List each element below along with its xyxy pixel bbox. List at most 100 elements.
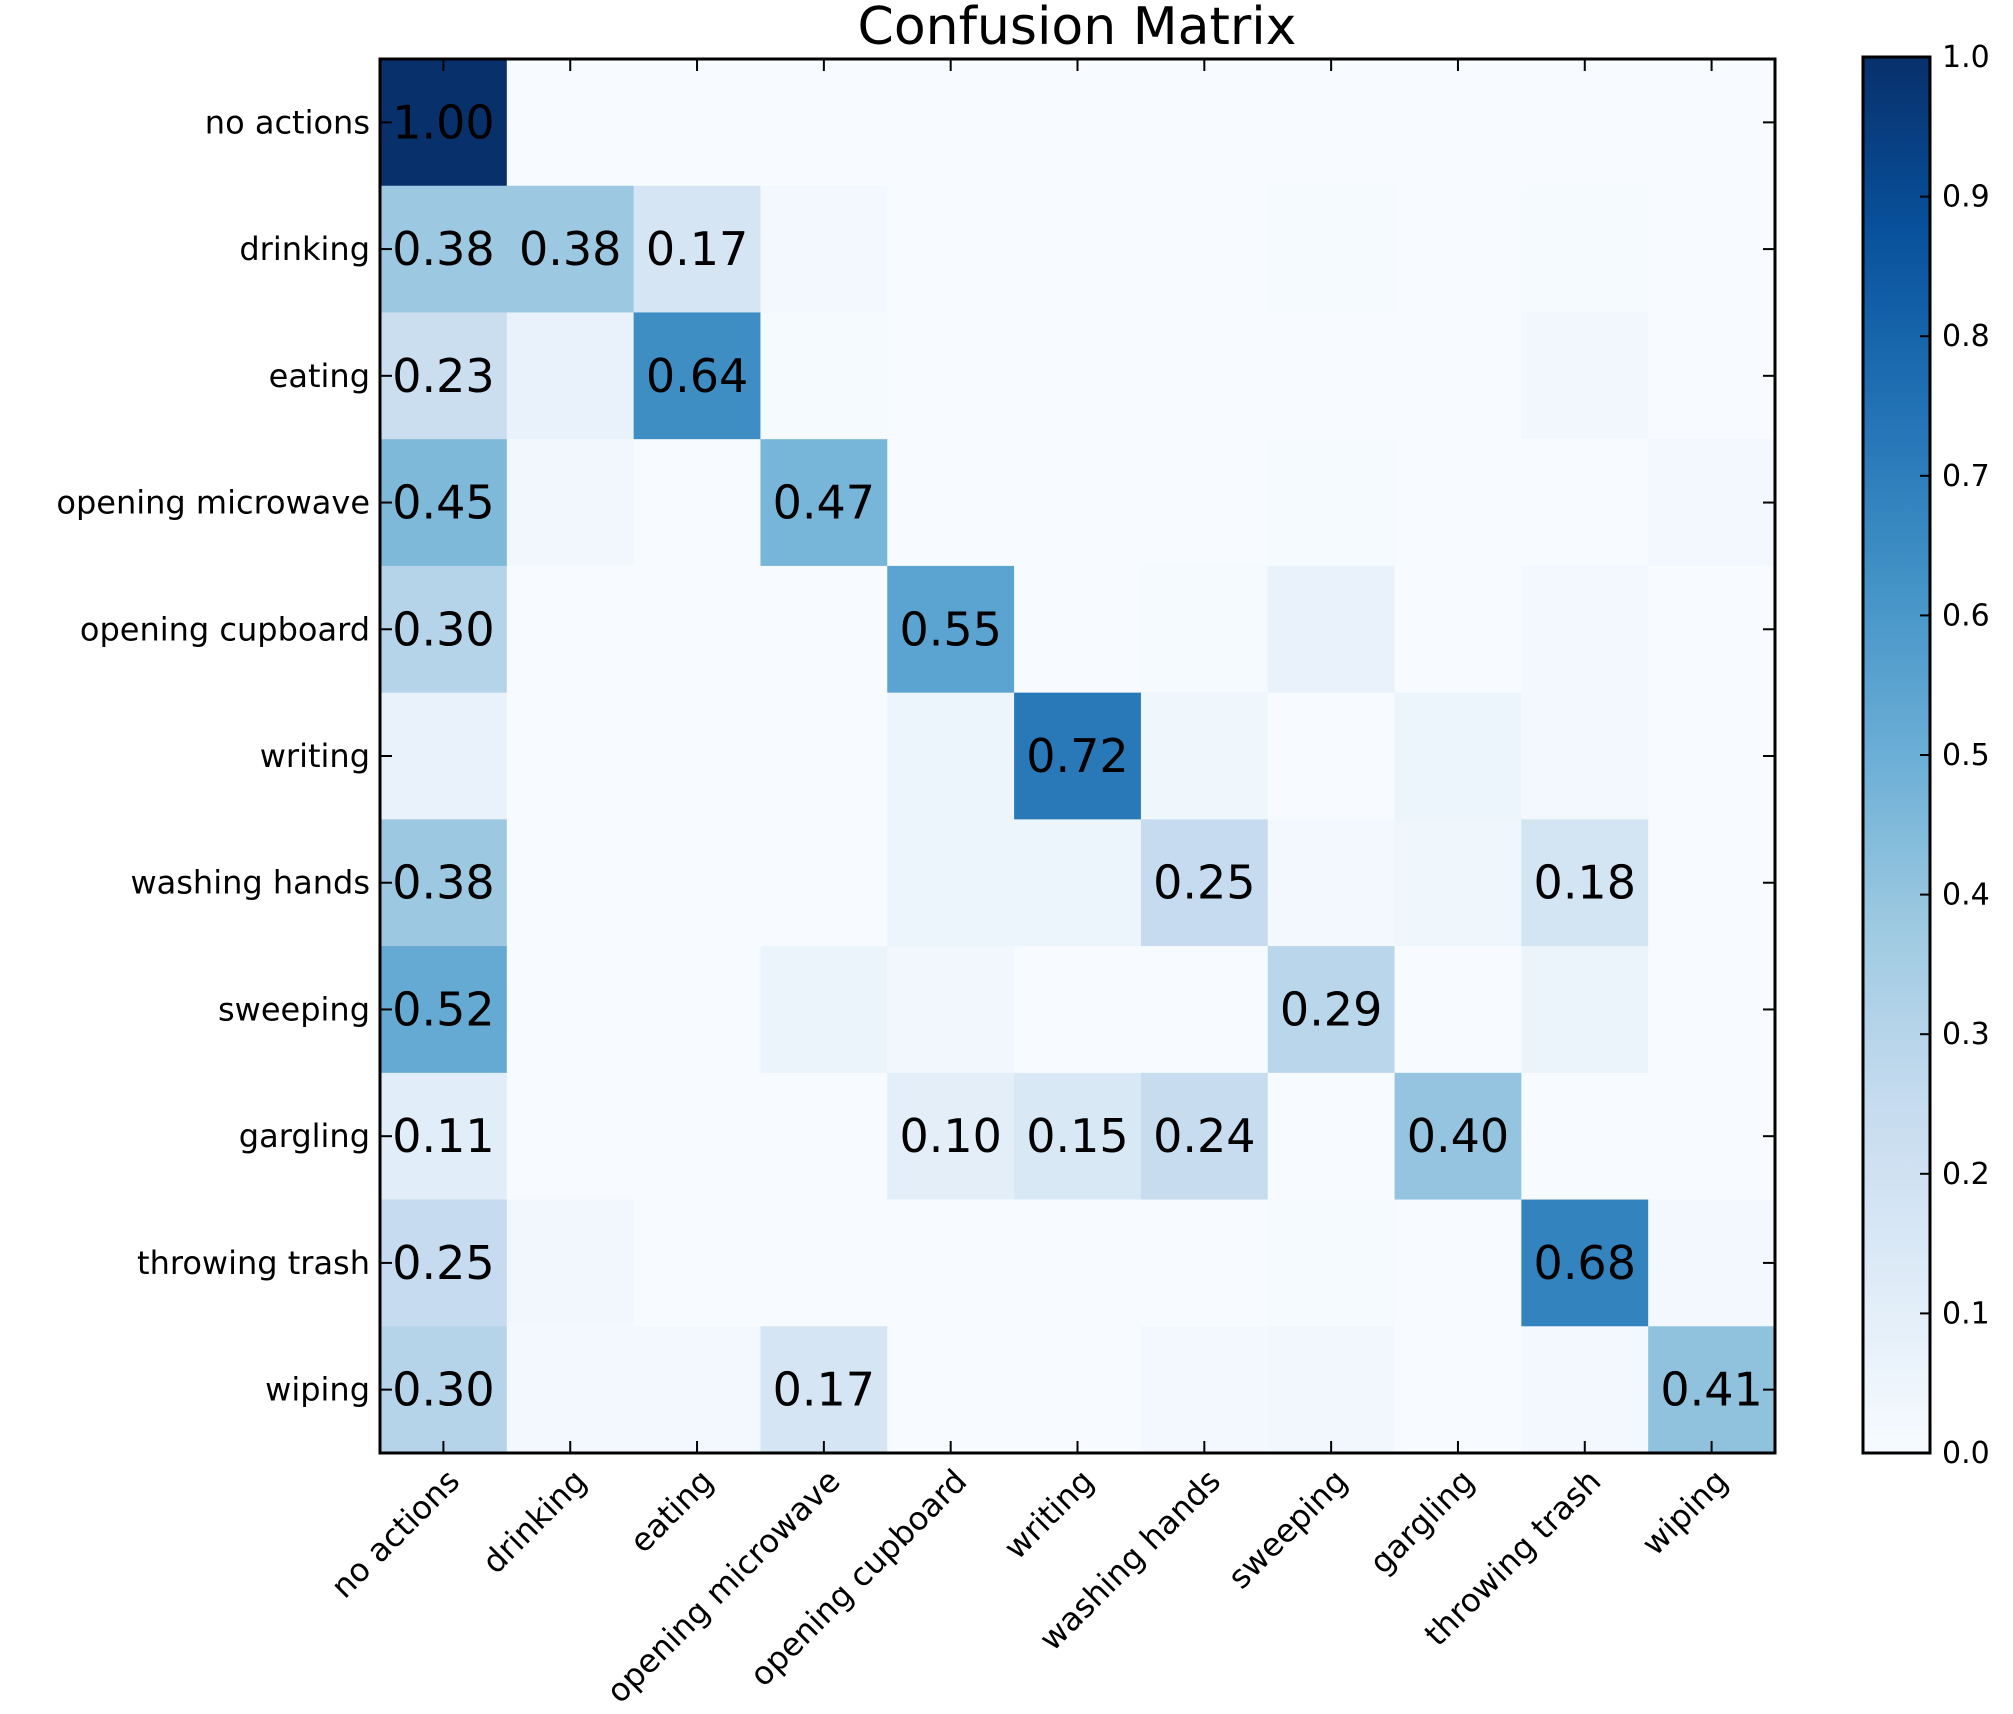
heatmap-cell bbox=[1648, 819, 1776, 947]
heatmap-cells bbox=[380, 59, 1776, 1454]
cell-value-label: 0.41 bbox=[1660, 1363, 1762, 1417]
heatmap-cell bbox=[380, 312, 508, 440]
heatmap-cell bbox=[1648, 1072, 1776, 1201]
colorbar-tick-label: 0.0 bbox=[1942, 1436, 1990, 1471]
cell-value-label: 0.17 bbox=[646, 222, 748, 276]
heatmap-cell bbox=[1140, 59, 1269, 187]
column-label-drinking: drinking bbox=[475, 1462, 594, 1581]
cell-value-label: 0.64 bbox=[646, 349, 748, 403]
heatmap-cell bbox=[380, 946, 508, 1074]
heatmap-cell bbox=[1521, 185, 1649, 314]
heatmap-cell bbox=[1521, 946, 1649, 1074]
heatmap-cell bbox=[380, 59, 508, 187]
heatmap-cell bbox=[887, 1072, 1015, 1201]
cell-value-label: 0.25 bbox=[1153, 856, 1255, 910]
heatmap-cell bbox=[1648, 1326, 1776, 1454]
cell-value-label: 0.47 bbox=[773, 476, 875, 530]
heatmap-cell bbox=[380, 565, 508, 694]
heatmap-cell bbox=[760, 1072, 888, 1201]
axis-ticks bbox=[380, 59, 1775, 1453]
heatmap-cell bbox=[887, 59, 1015, 187]
heatmap-cell bbox=[380, 692, 508, 820]
heatmap-cell bbox=[380, 185, 508, 314]
heatmap-cell bbox=[760, 819, 888, 947]
heatmap-cell bbox=[1140, 312, 1269, 440]
cell-value-label: 0.72 bbox=[1026, 729, 1128, 783]
cell-value-label: 0.68 bbox=[1534, 1236, 1636, 1290]
colorbar-tick-label: 0.5 bbox=[1942, 738, 1990, 773]
heatmap-cell bbox=[760, 692, 888, 820]
heatmap-cell bbox=[506, 185, 635, 314]
heatmap-cell bbox=[1648, 946, 1776, 1074]
heatmap-cell bbox=[1394, 439, 1522, 567]
heatmap-cell bbox=[1267, 819, 1396, 947]
heatmap-cell bbox=[1648, 565, 1776, 694]
heatmap-cell bbox=[1014, 1072, 1142, 1201]
heatmap-cell bbox=[760, 185, 888, 314]
column-label-opening-cupboard: opening cupboard bbox=[742, 1462, 974, 1694]
heatmap-cell bbox=[887, 185, 1015, 314]
heatmap-cell bbox=[633, 59, 762, 187]
heatmap-cell bbox=[380, 439, 508, 567]
row-label-opening-cupboard: opening cupboard bbox=[80, 610, 370, 648]
colorbar-tick-label: 0.6 bbox=[1942, 598, 1990, 633]
heatmap-cell bbox=[1140, 439, 1269, 567]
column-label-wiping: wiping bbox=[1634, 1462, 1735, 1563]
heatmap-cell bbox=[380, 1072, 508, 1201]
heatmap-cell bbox=[633, 439, 762, 567]
heatmap-cell bbox=[887, 692, 1015, 820]
heatmap-cell bbox=[506, 312, 635, 440]
cell-value-label: 0.38 bbox=[392, 222, 494, 276]
heatmap-cell bbox=[1521, 565, 1649, 694]
heatmap-cell bbox=[506, 1072, 635, 1201]
heatmap-cell bbox=[1140, 185, 1269, 314]
heatmap-cell bbox=[1140, 565, 1269, 694]
heatmap-cell bbox=[1394, 59, 1522, 187]
heatmap-cell bbox=[1267, 185, 1396, 314]
heatmap-cell bbox=[1140, 946, 1269, 1074]
colorbar-tick-label: 0.2 bbox=[1942, 1157, 1990, 1192]
cell-value-label: 0.30 bbox=[392, 602, 494, 656]
heatmap-cell bbox=[1521, 1072, 1649, 1201]
heatmap-cell bbox=[760, 1326, 888, 1454]
heatmap-cell bbox=[887, 565, 1015, 694]
heatmap-cell bbox=[506, 946, 635, 1074]
heatmap-cell bbox=[1014, 439, 1142, 567]
heatmap-cell bbox=[506, 59, 635, 187]
row-label-wiping: wiping bbox=[265, 1371, 370, 1409]
colorbar bbox=[1861, 55, 1932, 1455]
heatmap-cell bbox=[506, 439, 635, 567]
heatmap-cell bbox=[633, 565, 762, 694]
colorbar-tick-label: 0.7 bbox=[1942, 459, 1990, 494]
heatmap-cell bbox=[1648, 312, 1776, 440]
heatmap-cell bbox=[1267, 692, 1396, 820]
heatmap-cell bbox=[1648, 692, 1776, 820]
colorbar-ticks: 0.0 0.1 0.2 0.3 0.4 0.5 0.6 0.7 0.8 0.9 1.0 bbox=[1920, 40, 1990, 1471]
heatmap-cell bbox=[1267, 1326, 1396, 1454]
heatmap-cell bbox=[1521, 1326, 1649, 1454]
heatmap-cell bbox=[760, 565, 888, 694]
colorbar-tick-label: 0.1 bbox=[1942, 1296, 1990, 1331]
heatmap-cell bbox=[633, 692, 762, 820]
cell-value-label: 0.23 bbox=[392, 349, 494, 403]
cell-value-label: 0.38 bbox=[392, 856, 494, 910]
cell-value-label: 0.45 bbox=[392, 476, 494, 530]
heatmap-cell bbox=[1521, 1199, 1649, 1327]
heatmap-cell bbox=[1267, 1199, 1396, 1327]
cell-value-label: 0.52 bbox=[392, 982, 494, 1036]
row-label-drinking: drinking bbox=[239, 230, 370, 268]
cell-value-label: 0.18 bbox=[1534, 856, 1636, 910]
heatmap-cell bbox=[1521, 819, 1649, 947]
heatmap-cell bbox=[1014, 59, 1142, 187]
column-label-gargling: gargling bbox=[1362, 1462, 1482, 1582]
heatmap-cell bbox=[1394, 565, 1522, 694]
cell-value-label: 0.17 bbox=[773, 1363, 875, 1417]
column-label-writing: writing bbox=[996, 1462, 1101, 1567]
heatmap-cell bbox=[760, 1199, 888, 1327]
heatmap-cell bbox=[506, 819, 635, 947]
heatmap-cell bbox=[633, 819, 762, 947]
heatmap-cell bbox=[1521, 312, 1649, 440]
heatmap-cell bbox=[380, 819, 508, 947]
